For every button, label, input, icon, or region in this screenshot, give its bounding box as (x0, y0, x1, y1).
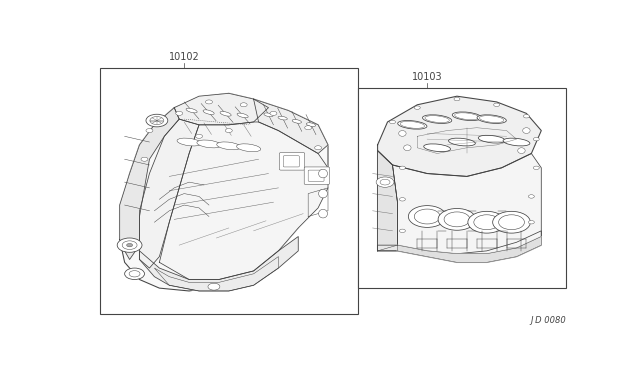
Polygon shape (392, 154, 541, 262)
Ellipse shape (203, 110, 214, 115)
Ellipse shape (518, 148, 525, 154)
Ellipse shape (477, 115, 506, 124)
Ellipse shape (397, 121, 427, 129)
Circle shape (493, 211, 531, 233)
Circle shape (176, 111, 182, 115)
Polygon shape (140, 119, 199, 268)
Circle shape (270, 111, 277, 115)
Ellipse shape (319, 189, 328, 198)
Polygon shape (140, 237, 298, 291)
Ellipse shape (422, 115, 452, 124)
Ellipse shape (449, 138, 476, 146)
Circle shape (499, 215, 524, 230)
Ellipse shape (404, 145, 411, 151)
Ellipse shape (425, 116, 449, 122)
Ellipse shape (217, 142, 241, 150)
Ellipse shape (186, 108, 197, 113)
Circle shape (390, 120, 396, 124)
Circle shape (225, 129, 232, 132)
Ellipse shape (307, 123, 316, 126)
Circle shape (399, 198, 405, 201)
Ellipse shape (478, 135, 505, 143)
Circle shape (468, 211, 506, 233)
Circle shape (129, 271, 140, 277)
Circle shape (533, 137, 540, 141)
Circle shape (414, 209, 440, 224)
Ellipse shape (292, 119, 301, 123)
Circle shape (196, 134, 202, 138)
Polygon shape (174, 93, 269, 125)
Circle shape (117, 238, 142, 252)
Ellipse shape (237, 144, 260, 152)
Circle shape (533, 166, 540, 170)
Polygon shape (378, 96, 541, 176)
Circle shape (122, 241, 137, 250)
FancyBboxPatch shape (284, 156, 300, 167)
Polygon shape (159, 122, 328, 279)
Ellipse shape (503, 138, 530, 146)
Polygon shape (378, 151, 397, 251)
FancyBboxPatch shape (308, 170, 324, 181)
FancyBboxPatch shape (304, 167, 330, 185)
Circle shape (141, 157, 148, 161)
Circle shape (208, 283, 220, 290)
Circle shape (529, 221, 534, 224)
Circle shape (127, 243, 132, 247)
Circle shape (205, 100, 212, 104)
Circle shape (414, 106, 420, 109)
Ellipse shape (264, 113, 273, 117)
Circle shape (380, 179, 390, 185)
Circle shape (493, 103, 500, 106)
Circle shape (240, 103, 247, 107)
Circle shape (454, 97, 460, 101)
Circle shape (438, 208, 476, 230)
Circle shape (399, 229, 405, 232)
FancyBboxPatch shape (280, 153, 305, 170)
Ellipse shape (452, 112, 481, 121)
Ellipse shape (523, 128, 530, 134)
Ellipse shape (399, 131, 406, 136)
Ellipse shape (424, 144, 451, 152)
Circle shape (146, 129, 153, 132)
Circle shape (146, 114, 168, 127)
Text: J D 0080: J D 0080 (531, 316, 566, 326)
Ellipse shape (278, 116, 287, 120)
Polygon shape (120, 108, 179, 260)
Polygon shape (253, 99, 328, 154)
Circle shape (444, 212, 470, 227)
Circle shape (150, 116, 164, 125)
Ellipse shape (177, 138, 201, 146)
Bar (358, 87, 566, 288)
Circle shape (524, 115, 529, 118)
Ellipse shape (237, 113, 248, 118)
Ellipse shape (400, 121, 424, 128)
Ellipse shape (454, 113, 479, 120)
Polygon shape (378, 231, 541, 262)
Ellipse shape (319, 169, 328, 178)
Bar (100, 68, 358, 314)
Circle shape (125, 268, 145, 279)
Ellipse shape (319, 209, 328, 218)
Polygon shape (397, 237, 541, 262)
Circle shape (376, 177, 394, 187)
Text: 10102: 10102 (169, 52, 200, 62)
Circle shape (305, 126, 312, 130)
Circle shape (399, 166, 405, 170)
Circle shape (529, 195, 534, 198)
Ellipse shape (197, 140, 221, 148)
Polygon shape (120, 93, 328, 291)
Circle shape (474, 215, 500, 230)
Ellipse shape (220, 112, 231, 116)
Text: 10103: 10103 (412, 72, 442, 82)
Circle shape (315, 146, 321, 150)
Circle shape (408, 206, 446, 227)
Ellipse shape (479, 116, 504, 122)
